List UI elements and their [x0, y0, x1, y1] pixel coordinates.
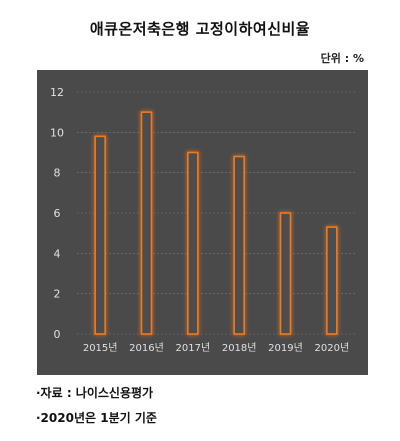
y-tick-label: 4 [54, 247, 61, 260]
footnotes: ·자료 : 나이스신용평가 ·2020년은 1분기 기준 [36, 384, 157, 434]
bar-2015년 [94, 135, 106, 335]
chart-title: 애큐온저축은행 고정이하여신비율 [89, 20, 311, 38]
x-tick-label: 2016년 [129, 342, 164, 354]
y-axis-ticks: 0 2 4 6 8 10 12 [50, 86, 64, 341]
bar-chart: 0 2 4 6 8 10 12 2015년 2016년 2017년 2018년 2019년 2020년 [50, 86, 355, 354]
y-tick-label: 0 [54, 328, 61, 341]
x-tick-label: 2017년 [176, 342, 211, 354]
y-tick-label: 8 [54, 167, 61, 180]
period-note: ·2020년은 1분기 기준 [36, 411, 157, 425]
gridlines [77, 91, 355, 335]
y-tick-label: 2 [54, 288, 61, 301]
x-tick-label: 2019년 [268, 342, 303, 354]
chart-panel: 0 2 4 6 8 10 12 2015년 2016년 2017년 2018년 2019년 2020년 [37, 70, 368, 375]
bar-2016년 [140, 111, 153, 335]
source-note: ·자료 : 나이스신용평가 [36, 386, 154, 400]
x-tick-label: 2020년 [315, 342, 350, 354]
x-tick-label: 2018년 [222, 342, 257, 354]
bar-2020년 [326, 226, 338, 335]
bar-2019년 [279, 212, 292, 335]
x-axis-ticks: 2015년 2016년 2017년 2018년 2019년 2020년 [83, 342, 349, 354]
y-tick-label: 10 [50, 126, 64, 139]
unit-label: 단위 : % [320, 52, 364, 65]
y-tick-label: 12 [50, 86, 64, 99]
bar-2018년 [233, 155, 245, 335]
bar-2017년 [187, 151, 199, 335]
y-tick-label: 6 [54, 207, 61, 220]
x-tick-label: 2015년 [83, 342, 118, 354]
bars [94, 111, 338, 335]
